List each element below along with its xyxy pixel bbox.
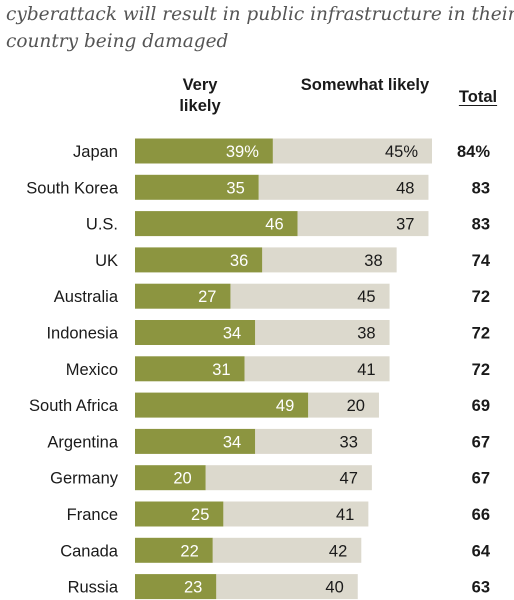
bar-very-likely bbox=[135, 356, 245, 382]
value-label-somewhat-likely: 38 bbox=[357, 325, 375, 343]
value-label-somewhat-likely: 37 bbox=[396, 216, 414, 234]
value-label-very-likely: 20 bbox=[173, 470, 191, 488]
total-label: 63 bbox=[472, 579, 490, 597]
value-label-somewhat-likely: 41 bbox=[357, 361, 375, 379]
bar-somewhat-likely bbox=[255, 428, 372, 454]
total-label: 64 bbox=[472, 542, 491, 560]
total-label: 67 bbox=[472, 433, 490, 451]
value-label-somewhat-likely: 47 bbox=[340, 470, 358, 488]
bar-very-likely bbox=[135, 211, 298, 237]
value-label-somewhat-likely: 41 bbox=[336, 506, 354, 524]
bar-somewhat-likely bbox=[244, 356, 390, 382]
bar-very-likely bbox=[135, 283, 231, 309]
country-label: U.S. bbox=[86, 216, 118, 234]
country-label: Germany bbox=[50, 470, 119, 488]
value-label-somewhat-likely: 20 bbox=[347, 397, 365, 415]
total-label: 74 bbox=[472, 252, 491, 270]
chart-title-line-1: cyberattack will result in public infras… bbox=[6, 4, 514, 25]
value-label-somewhat-likely: 38 bbox=[364, 252, 382, 270]
country-label: Argentina bbox=[47, 433, 118, 451]
value-label-very-likely: 36 bbox=[230, 252, 248, 270]
total-label: 69 bbox=[472, 397, 490, 415]
header-very-likely: Very likely bbox=[179, 76, 221, 115]
country-label: UK bbox=[95, 252, 118, 270]
country-label: France bbox=[67, 506, 118, 524]
bar-somewhat-likely bbox=[258, 174, 429, 200]
bar-very-likely bbox=[135, 247, 263, 273]
value-label-very-likely: 49 bbox=[276, 397, 294, 415]
bar-somewhat-likely bbox=[297, 211, 429, 237]
value-label-very-likely: 39% bbox=[226, 143, 259, 161]
country-label: Canada bbox=[60, 542, 119, 560]
country-label: Indonesia bbox=[46, 325, 118, 343]
bar-somewhat-likely bbox=[230, 283, 390, 309]
value-label-somewhat-likely: 33 bbox=[340, 433, 358, 451]
value-label-very-likely: 23 bbox=[184, 579, 202, 597]
value-label-very-likely: 31 bbox=[212, 361, 230, 379]
bar-somewhat-likely bbox=[262, 247, 397, 273]
country-label: Japan bbox=[73, 143, 118, 161]
value-label-somewhat-likely: 48 bbox=[396, 179, 414, 197]
bar-very-likely bbox=[135, 537, 213, 563]
value-label-very-likely: 46 bbox=[265, 216, 283, 234]
value-label-somewhat-likely: 40 bbox=[325, 579, 343, 597]
bar-very-likely bbox=[135, 320, 256, 345]
bar-somewhat-likely bbox=[216, 574, 358, 600]
total-label: 72 bbox=[472, 325, 490, 343]
bar-somewhat-likely bbox=[255, 320, 390, 345]
total-label: 83 bbox=[472, 216, 490, 234]
value-label-very-likely: 34 bbox=[223, 433, 241, 451]
value-label-very-likely: 27 bbox=[198, 288, 216, 306]
country-label: South Africa bbox=[29, 397, 119, 415]
country-label: South Korea bbox=[26, 179, 119, 197]
bar-very-likely bbox=[135, 574, 217, 600]
value-label-somewhat-likely: 45 bbox=[357, 288, 375, 306]
total-label: 72 bbox=[472, 361, 490, 379]
total-label: 72 bbox=[472, 288, 490, 306]
value-label-somewhat-likely: 42 bbox=[329, 542, 347, 560]
bar-very-likely bbox=[135, 174, 259, 200]
header-total-label: Total bbox=[458, 88, 498, 106]
bar-very-likely bbox=[135, 392, 309, 418]
bar-somewhat-likely bbox=[212, 537, 362, 563]
country-label: Mexico bbox=[66, 361, 118, 379]
bar-very-likely bbox=[135, 501, 224, 527]
bar-somewhat-likely bbox=[308, 392, 379, 418]
value-label-very-likely: 34 bbox=[223, 325, 241, 343]
value-label-very-likely: 22 bbox=[180, 542, 198, 560]
value-label-very-likely: 25 bbox=[191, 506, 209, 524]
total-label: 83 bbox=[472, 179, 490, 197]
total-label: 84% bbox=[457, 143, 490, 161]
bar-very-likely bbox=[135, 138, 273, 164]
value-label-very-likely: 35 bbox=[226, 179, 244, 197]
total-label: 66 bbox=[472, 506, 490, 524]
chart-title-line-2: country being damaged bbox=[6, 31, 229, 52]
header-total: Total bbox=[448, 87, 508, 108]
total-label: 67 bbox=[472, 470, 490, 488]
value-label-somewhat-likely: 45% bbox=[385, 143, 418, 161]
bar-somewhat-likely bbox=[272, 138, 432, 164]
bar-very-likely bbox=[135, 465, 206, 491]
bar-very-likely bbox=[135, 428, 256, 454]
country-label: Russia bbox=[68, 579, 119, 597]
country-label: Australia bbox=[54, 288, 119, 306]
bar-somewhat-likely bbox=[205, 465, 372, 491]
bar-somewhat-likely bbox=[223, 501, 369, 527]
header-somewhat-likely: Somewhat likely bbox=[300, 76, 430, 94]
